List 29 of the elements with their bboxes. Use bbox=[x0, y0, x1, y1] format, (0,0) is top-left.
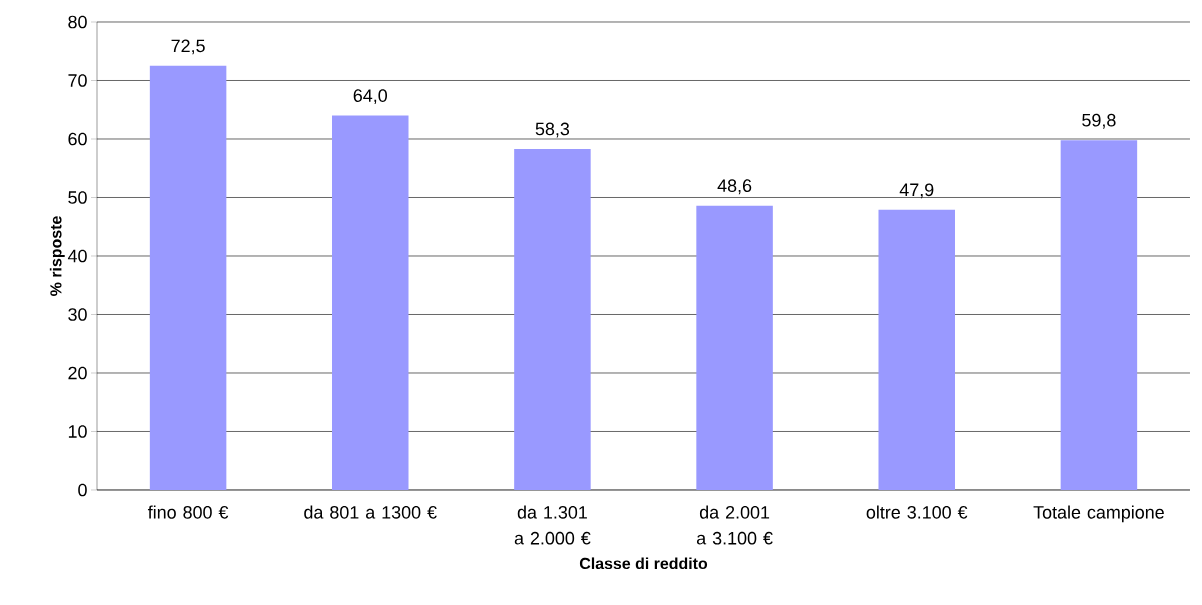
y-tick-label: 30 bbox=[68, 308, 87, 321]
x-axis-title: Classe di reddito bbox=[579, 557, 708, 570]
y-axis-title: % risposte bbox=[49, 216, 65, 296]
bar bbox=[878, 209, 955, 490]
bar bbox=[1060, 140, 1138, 490]
data-label: 59,8 bbox=[1082, 113, 1116, 129]
y-tick-label: 80 bbox=[68, 15, 87, 29]
y-tick-label: 20 bbox=[68, 366, 87, 380]
bar bbox=[514, 148, 591, 490]
bar bbox=[696, 205, 773, 490]
x-tick-label: da 1.301 a 2.000 € bbox=[514, 505, 591, 545]
data-label: 58,3 bbox=[535, 122, 570, 138]
x-tick-label: da 2.001 a 3.100 € bbox=[696, 505, 773, 545]
y-tick-label: 0 bbox=[78, 483, 87, 497]
data-label: 47,9 bbox=[899, 183, 934, 199]
x-tick-label: Totale campione bbox=[1033, 505, 1164, 523]
bar bbox=[149, 65, 227, 490]
y-tick-label: 60 bbox=[68, 132, 87, 146]
x-tick-label: da 801 a 1300 € bbox=[304, 505, 437, 519]
y-tick-label: 10 bbox=[68, 425, 87, 438]
y-tick-label: 50 bbox=[68, 191, 87, 204]
x-tick-label: oltre 3.100 € bbox=[866, 505, 968, 519]
x-tick-label: fino 800 € bbox=[147, 505, 229, 519]
y-tick-label: 70 bbox=[68, 74, 87, 87]
data-label: 48,6 bbox=[717, 179, 752, 195]
data-label: 64,0 bbox=[353, 89, 388, 105]
y-tick-label: 40 bbox=[67, 249, 87, 263]
bar bbox=[332, 115, 409, 490]
data-label: 72,5 bbox=[171, 39, 205, 55]
